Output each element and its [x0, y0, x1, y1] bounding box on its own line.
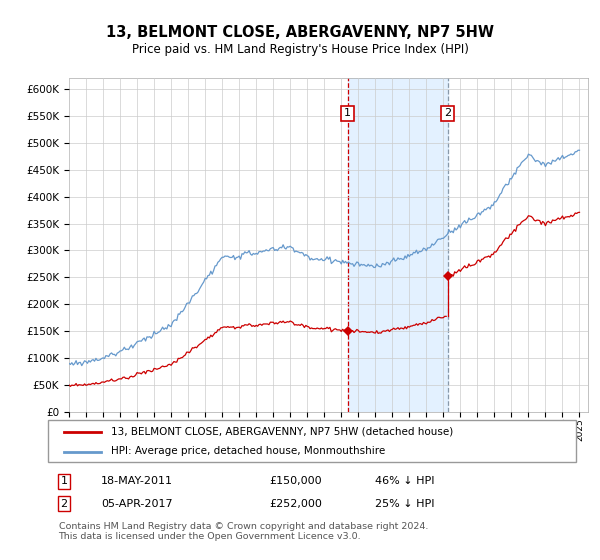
Text: Contains HM Land Registry data © Crown copyright and database right 2024.
This d: Contains HM Land Registry data © Crown c… [59, 521, 428, 541]
Text: 13, BELMONT CLOSE, ABERGAVENNY, NP7 5HW (detached house): 13, BELMONT CLOSE, ABERGAVENNY, NP7 5HW … [112, 427, 454, 437]
Text: 05-APR-2017: 05-APR-2017 [101, 498, 172, 508]
Text: 2: 2 [60, 498, 67, 508]
Bar [348, 78, 448, 412]
Text: £252,000: £252,000 [270, 498, 323, 508]
Text: HPI: Average price, detached house, Monmouthshire: HPI: Average price, detached house, Monm… [112, 446, 386, 456]
Text: 25% ↓ HPI: 25% ↓ HPI [376, 498, 435, 508]
Text: 18-MAY-2011: 18-MAY-2011 [101, 477, 173, 487]
FancyBboxPatch shape [48, 420, 576, 462]
Text: 1: 1 [61, 477, 67, 487]
Text: 13, BELMONT CLOSE, ABERGAVENNY, NP7 5HW: 13, BELMONT CLOSE, ABERGAVENNY, NP7 5HW [106, 25, 494, 40]
Text: 46% ↓ HPI: 46% ↓ HPI [376, 477, 435, 487]
Text: 1: 1 [344, 108, 351, 118]
Text: Price paid vs. HM Land Registry's House Price Index (HPI): Price paid vs. HM Land Registry's House … [131, 43, 469, 56]
Text: 2: 2 [444, 108, 451, 118]
Text: £150,000: £150,000 [270, 477, 322, 487]
